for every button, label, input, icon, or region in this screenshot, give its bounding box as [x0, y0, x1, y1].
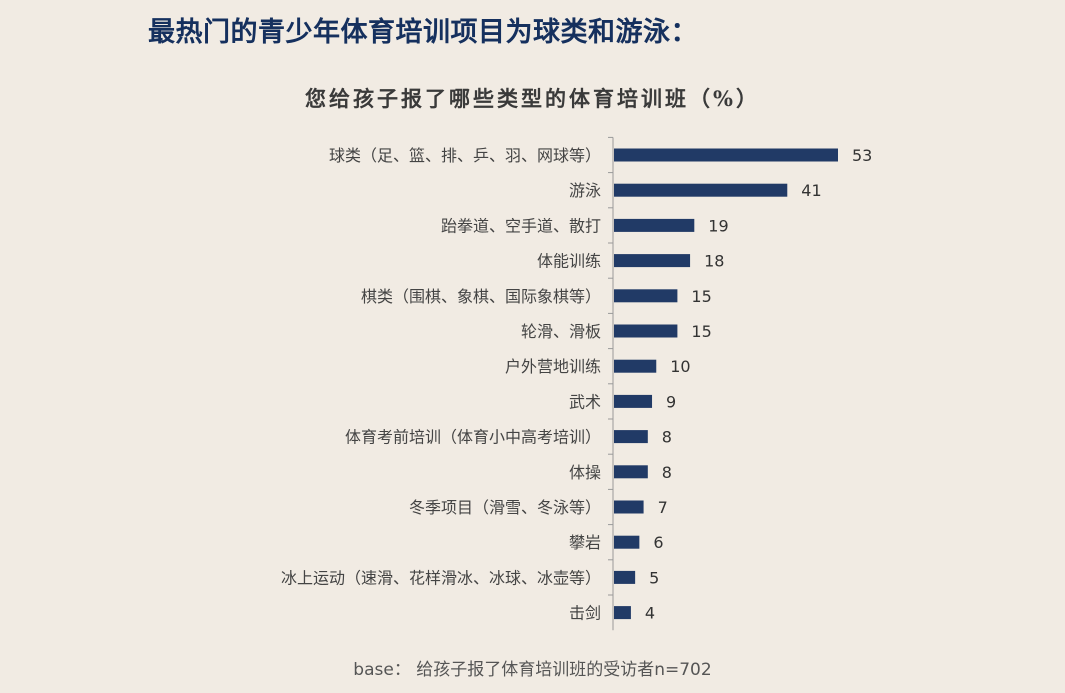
category-label: 体育考前培训（体育小中高考培训） — [345, 428, 601, 447]
bar — [614, 570, 636, 584]
bar — [614, 535, 640, 549]
value-label: 9 — [666, 392, 676, 411]
base-footnote: base： 给孩子报了体育培训班的受访者n=702 — [353, 660, 712, 680]
value-label: 5 — [649, 568, 659, 587]
category-label: 冰上运动（速滑、花样滑冰、冰球、冰壶等） — [281, 568, 601, 587]
category-label: 游泳 — [569, 181, 601, 200]
bar — [614, 289, 678, 303]
page-headline: 最热门的青少年体育培训项目为球类和游泳： — [148, 17, 698, 48]
value-label: 15 — [691, 322, 711, 341]
category-label: 跆拳道、空手道、散打 — [441, 216, 601, 235]
value-label: 18 — [704, 252, 724, 271]
category-label: 击剑 — [569, 604, 601, 623]
value-label: 41 — [801, 181, 821, 200]
bar — [614, 218, 695, 232]
category-label: 冬季项目（滑雪、冬泳等） — [409, 498, 601, 517]
bar — [614, 430, 648, 444]
category-label: 户外营地训练 — [505, 357, 601, 376]
bar — [614, 324, 678, 338]
category-label: 武术 — [569, 392, 601, 411]
value-label: 53 — [852, 146, 872, 165]
category-label: 体能训练 — [537, 252, 601, 271]
category-label: 攀岩 — [569, 533, 601, 552]
value-label: 7 — [658, 498, 668, 517]
category-label: 体操 — [569, 463, 601, 482]
value-label: 6 — [653, 533, 663, 552]
bar — [614, 500, 644, 514]
value-label: 19 — [708, 216, 728, 235]
category-label: 轮滑、滑板 — [521, 322, 601, 341]
value-label: 15 — [691, 287, 711, 306]
bar — [614, 465, 648, 479]
category-label: 棋类（围棋、象棋、国际象棋等） — [361, 287, 601, 306]
bar — [614, 254, 691, 268]
category-label: 球类（足、篮、排、乒、羽、网球等） — [329, 146, 601, 165]
value-label: 4 — [645, 604, 655, 623]
bar — [614, 359, 657, 373]
value-label: 8 — [662, 463, 672, 482]
bar — [614, 183, 788, 197]
value-label: 8 — [662, 428, 672, 447]
value-label: 10 — [670, 357, 690, 376]
chart-title: 您给孩子报了哪些类型的体育培训班（%） — [305, 86, 760, 111]
bar — [614, 394, 653, 408]
bar — [614, 148, 838, 162]
bar — [614, 606, 631, 620]
